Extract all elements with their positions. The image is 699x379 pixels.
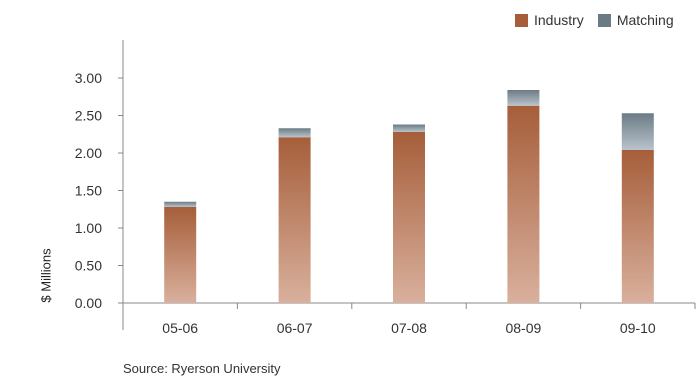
x-tick-label: 08-09 [505,320,541,336]
y-tick-label: 3.00 [75,70,102,86]
bar-industry-09-10 [621,150,654,303]
y-tick-label: 1.50 [75,183,102,199]
x-tick-label: 09-10 [620,320,656,336]
x-tick-label: 07-08 [391,320,427,336]
legend-swatch-industry [515,13,528,27]
x-tick-label: 06-07 [277,320,313,336]
legend-label-industry: Industry [534,12,584,28]
bar-matching-09-10 [621,113,654,150]
bar-industry-05-06 [164,207,197,303]
y-tick-label: 0.50 [75,258,102,274]
y-tick-label: 2.00 [75,145,102,161]
y-tick-label: 1.00 [75,220,102,236]
bar-matching-08-09 [507,90,540,106]
y-tick-label: 2.50 [75,108,102,124]
legend-swatch-matching [597,13,611,27]
bar-matching-06-07 [278,128,311,138]
bar-industry-06-07 [278,137,311,303]
y-tick-label: 0.00 [75,295,102,311]
bar-matching-07-08 [393,124,425,132]
legend-item-industry: Industry [515,12,584,28]
bar-industry-07-08 [393,132,425,303]
bar-matching-05-06 [164,201,197,207]
source-note: Source: Ryerson University [123,361,281,376]
legend-item-matching: Matching [597,12,674,28]
chart-legend: Industry Matching [515,12,688,28]
x-tick-label: 05-06 [162,320,198,336]
legend-label-matching: Matching [616,12,674,28]
bar-industry-08-09 [507,105,540,303]
